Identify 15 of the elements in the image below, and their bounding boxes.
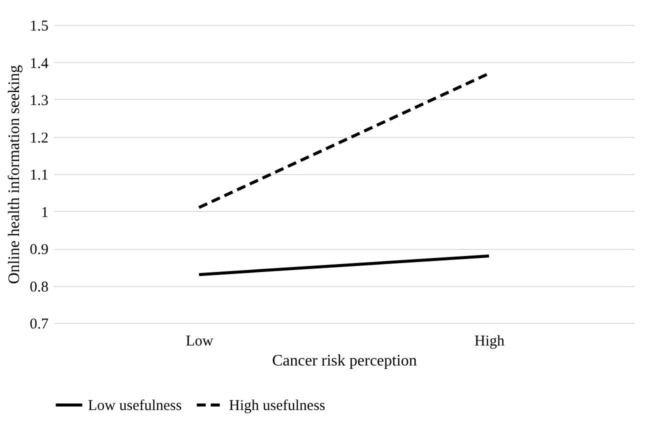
- y-tick-label: 1.2: [30, 130, 48, 146]
- y-tick-label: 1: [41, 204, 48, 221]
- y-axis-title: Online health information seeking: [6, 64, 23, 284]
- y-tick-label: 1.3: [30, 93, 48, 109]
- x-tick-label: Low: [186, 334, 214, 350]
- y-tick-label: 0.8: [30, 279, 48, 296]
- y-tick-label: 1.4: [30, 56, 49, 72]
- x-axis-title: Cancer risk perception: [272, 352, 417, 370]
- legend-label: High usefulness: [229, 398, 326, 414]
- x-tick-label: High: [474, 334, 505, 350]
- y-tick-label: 0.9: [30, 242, 48, 258]
- y-tick-label: 1.5: [30, 18, 48, 34]
- legend-label: Low usefulness: [88, 398, 182, 414]
- y-tick-label: 0.7: [30, 316, 49, 332]
- y-tick-label: 1.1: [30, 168, 48, 184]
